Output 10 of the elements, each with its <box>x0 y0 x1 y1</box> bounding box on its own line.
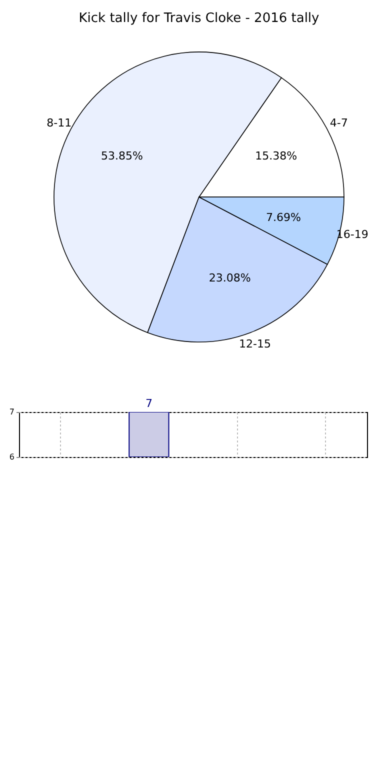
chart-title: Kick tally for Travis Cloke - 2016 tally <box>78 11 320 26</box>
data-label: 7.69% <box>266 210 301 224</box>
y-tick-label: 6 <box>9 452 14 462</box>
slice-label: 8-11 <box>46 116 72 130</box>
slice-label: 12-15 <box>239 338 272 351</box>
data-label: 7 <box>145 397 152 410</box>
slice-label: 4-7 <box>330 116 348 130</box>
data-label: 53.85% <box>100 150 143 163</box>
data-label: 23.08% <box>208 271 251 284</box>
data-label: 15.38% <box>255 150 298 163</box>
